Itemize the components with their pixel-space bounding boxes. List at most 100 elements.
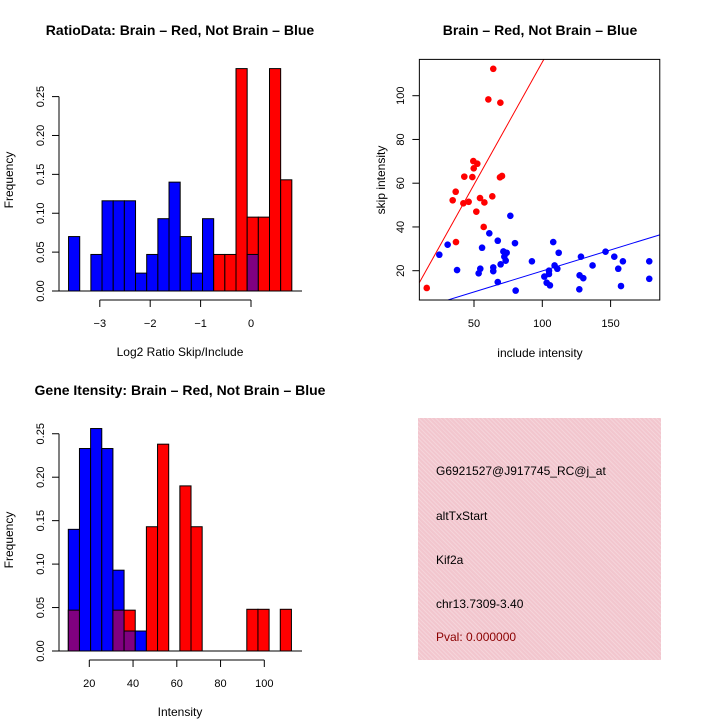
point-not-brain [489, 267, 497, 275]
point-brain [461, 173, 468, 180]
x-tick-label: 20 [83, 678, 95, 690]
pval: Pval: 0.000000 [436, 630, 517, 644]
point-not-brain [545, 270, 553, 278]
y-tick-label: 0.15 [35, 510, 47, 531]
point-not-brain [507, 212, 514, 220]
point-not-brain [502, 257, 509, 264]
x-tick-label: 100 [255, 678, 273, 690]
chart-title: Gene Itensity: Brain – Red, Not Brain – … [35, 382, 326, 398]
point-not-brain [478, 244, 486, 252]
bar-brain [213, 253, 226, 292]
y-tick-label: 40 [395, 221, 407, 233]
bar-brain [257, 608, 270, 652]
bar-overlap [123, 630, 136, 652]
point-not-brain [619, 257, 627, 265]
x-axis-label: Log2 Ratio Skip/Include [117, 345, 244, 359]
bar-not-brain [101, 448, 114, 652]
bar-not-brain [112, 200, 125, 292]
point-not-brain [555, 249, 562, 257]
x-axis-label: Intensity [158, 705, 203, 719]
y-tick-label: 0.05 [35, 241, 47, 262]
bar-not-brain [68, 236, 81, 292]
bar-not-brain [179, 236, 192, 292]
y-tick-label: 60 [395, 177, 407, 189]
x-tick-label: −1 [194, 318, 207, 330]
bar-not-brain [78, 448, 92, 652]
y-tick-label: 0.00 [35, 640, 47, 661]
point-not-brain [494, 237, 502, 245]
x-tick-label: 100 [533, 318, 551, 330]
gene-name: Kif2a [436, 553, 464, 567]
x-tick-label: −2 [144, 318, 157, 330]
bar-brain [235, 68, 248, 292]
point-brain [497, 99, 504, 106]
point-brain [452, 238, 460, 246]
y-tick-label: 0.10 [35, 203, 47, 224]
x-tick-label: 0 [248, 318, 254, 330]
y-axis-label: Frequency [2, 152, 16, 209]
point-brain [481, 199, 488, 206]
point-not-brain [528, 257, 536, 265]
bar-brain [257, 216, 270, 292]
x-tick-label: −3 [94, 318, 107, 330]
point-not-brain [645, 257, 653, 265]
plot-frame [418, 58, 661, 301]
point-not-brain [645, 275, 653, 283]
y-tick-label: 0.00 [35, 280, 47, 301]
bar-not-brain [202, 218, 215, 292]
bar-not-brain [135, 272, 148, 292]
y-tick-label: 0.25 [35, 86, 47, 107]
event-type: altTxStart [436, 509, 488, 523]
x-axis-label: include intensity [497, 346, 582, 360]
bar-not-brain [123, 200, 137, 292]
bar-overlap [67, 609, 80, 652]
x-tick-label: 50 [468, 318, 480, 330]
chart-title: RatioData: Brain – Red, Not Brain – Blue [46, 22, 315, 38]
bar-not-brain [134, 630, 147, 652]
bar-overlap [246, 253, 259, 292]
point-not-brain [497, 261, 504, 268]
bar-brain [145, 526, 159, 652]
bar-brain [280, 179, 293, 292]
fit-line-not-brain [446, 234, 660, 301]
y-tick-label: 0.20 [35, 466, 47, 487]
point-not-brain [610, 253, 618, 260]
point-brain [489, 65, 497, 73]
point-not-brain [436, 251, 443, 259]
bar-brain [157, 443, 170, 652]
point-not-brain [576, 285, 583, 293]
x-tick-label: 60 [171, 678, 183, 690]
point-brain [465, 198, 472, 206]
bar-brain [246, 608, 259, 652]
point-not-brain [614, 265, 622, 273]
x-tick-label: 150 [601, 318, 619, 330]
x-tick-label: 80 [214, 678, 226, 690]
y-tick-label: 80 [395, 133, 407, 145]
point-brain [470, 165, 478, 172]
y-tick-label: 0.05 [35, 597, 47, 618]
bar-not-brain [101, 200, 114, 292]
y-tick-label: 0.15 [35, 164, 47, 185]
y-tick-label: 100 [395, 87, 407, 105]
point-not-brain [476, 265, 484, 273]
bar-not-brain [168, 181, 181, 292]
bar-brain [268, 68, 282, 292]
point-brain [452, 188, 459, 196]
point-brain [473, 208, 480, 215]
info-panel: G6921527@J917745_RC@j_at altTxStart Kif2… [418, 418, 661, 660]
bar-not-brain [157, 218, 170, 292]
point-not-brain [485, 229, 493, 237]
point-brain [469, 173, 476, 181]
bar-not-brain [90, 428, 103, 652]
probe-id: G6921527@J917745_RC@j_at [436, 464, 606, 478]
bar-brain [190, 526, 203, 652]
point-brain [498, 172, 506, 180]
point-not-brain [549, 238, 557, 246]
bar-brain [279, 608, 292, 652]
y-tick-label: 20 [395, 265, 407, 277]
bar-brain [224, 253, 237, 292]
bar-not-brain [90, 253, 103, 292]
point-not-brain [579, 274, 587, 282]
chart-title: Brain – Red, Not Brain – Blue [443, 22, 638, 38]
